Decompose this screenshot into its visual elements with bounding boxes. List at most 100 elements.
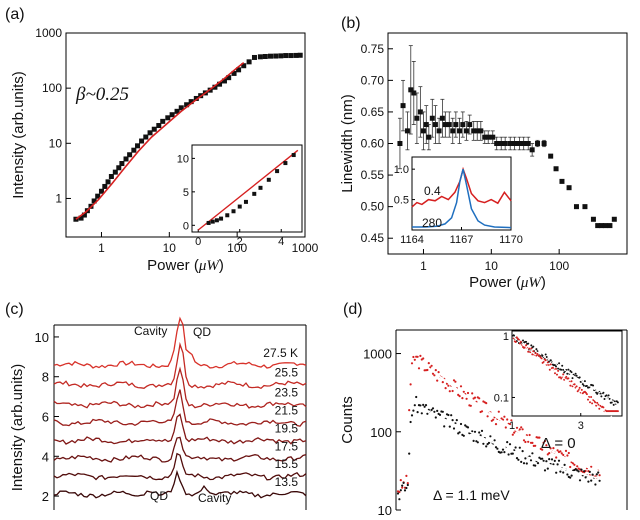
y-tick-label-b: 0.60: [361, 137, 385, 151]
data-point-a: [127, 152, 133, 158]
data-point-d: [573, 463, 576, 466]
data-point-d: [485, 402, 488, 405]
inset-data-point-d: [525, 344, 528, 347]
y-tick-label-c: 4: [42, 449, 49, 464]
inset-data-point-a: [210, 219, 215, 224]
inset-x-tick-label-b: 1164: [400, 234, 424, 246]
inset-data-point-a: [206, 220, 211, 225]
data-point-d: [430, 364, 433, 367]
data-point-b: [482, 134, 488, 140]
data-point-b: [521, 141, 527, 146]
data-point-d: [401, 486, 404, 489]
spectrum-trace-c: [53, 413, 307, 445]
data-point-b: [512, 141, 518, 146]
data-point-d: [409, 383, 412, 386]
inset-data-point-d: [549, 363, 552, 366]
data-point-b: [498, 141, 504, 146]
data-point-d: [465, 397, 468, 400]
data-point-d: [437, 371, 440, 374]
x-tick-label-b: 10: [485, 259, 499, 273]
data-point-d: [552, 447, 555, 450]
inset-data-point-d: [535, 354, 538, 357]
inset-data-point-d: [551, 366, 554, 369]
inset-data-point-d: [584, 391, 587, 394]
inset-data-point-d: [555, 367, 557, 370]
data-point-d: [559, 450, 562, 453]
data-point-d: [538, 436, 541, 439]
data-point-d: [480, 410, 484, 413]
data-point-b: [450, 128, 456, 134]
data-point-d: [517, 458, 520, 461]
data-point-b: [442, 122, 448, 128]
inset-data-point-d: [530, 344, 533, 347]
data-point-b: [417, 109, 423, 115]
spectrum-trace-c: [53, 469, 307, 499]
spectrum-trace-c: [53, 366, 307, 409]
data-point-d: [556, 463, 559, 466]
data-point-a: [105, 179, 111, 185]
fit-line-a: [75, 61, 245, 220]
data-point-d: [447, 413, 450, 417]
data-point-d: [413, 404, 416, 407]
data-point-a: [288, 53, 294, 59]
data-point-d: [521, 428, 524, 431]
data-point-d: [450, 414, 453, 417]
data-point-d: [520, 460, 523, 463]
inset-data-point-a: [291, 153, 296, 158]
inset-data-point-a: [225, 213, 230, 218]
inset-data-point-d: [585, 384, 588, 387]
data-point-d: [556, 449, 559, 452]
panel-label-d: (d): [343, 301, 363, 318]
data-point-d: [441, 410, 444, 413]
data-point-d: [459, 385, 463, 388]
inset-data-point-d: [602, 406, 605, 409]
data-point-d: [402, 481, 405, 484]
inset-fit-line-d: [513, 336, 618, 422]
data-point-b: [559, 178, 565, 184]
data-point-d: [431, 407, 435, 410]
data-point-d: [546, 467, 549, 470]
data-point-d: [557, 459, 561, 462]
data-point-d: [433, 374, 436, 377]
data-point-d: [567, 451, 570, 455]
inset-data-point-a: [214, 218, 219, 223]
data-point-a: [297, 52, 303, 58]
panel-label-c: (c): [5, 301, 24, 318]
data-point-d: [405, 486, 408, 490]
y-tick-label-c: 6: [42, 410, 49, 425]
inset-data-point-d: [565, 375, 568, 378]
data-point-b: [457, 128, 463, 134]
inset-data-point-d: [590, 396, 593, 398]
inset-data-point-d: [592, 384, 595, 387]
data-point-d: [507, 453, 510, 456]
data-point-d: [424, 404, 428, 407]
inset-data-point-d: [569, 384, 572, 387]
data-point-d: [534, 444, 537, 447]
inset-data-point-d: [570, 371, 573, 374]
inset-y-tick-label-d: 1: [503, 331, 509, 343]
data-point-b: [607, 223, 613, 229]
y-tick-label-b: 0.75: [361, 42, 385, 56]
inset-data-point-d: [545, 356, 548, 358]
data-point-b: [429, 115, 435, 121]
y-tick-label-c: 10: [35, 330, 49, 345]
data-point-a: [135, 143, 141, 149]
inset-series-label-b: 280: [422, 216, 442, 230]
data-point-b: [590, 216, 596, 222]
spectrum-trace-c: [53, 389, 307, 427]
data-point-d: [462, 390, 465, 393]
data-point-d: [419, 404, 422, 407]
data-point-d: [564, 449, 568, 452]
inset-data-point-d: [610, 401, 613, 404]
data-point-d: [422, 403, 425, 406]
data-point-d: [406, 482, 409, 485]
inset-data-point-d: [542, 360, 545, 363]
inset-data-point-d: [528, 347, 531, 350]
data-point-d: [521, 450, 524, 453]
data-point-a: [217, 81, 223, 87]
inset-data-point-d: [603, 398, 606, 400]
inset-data-point-d: [560, 377, 563, 380]
data-point-d: [480, 429, 484, 432]
inset-data-point-d: [616, 410, 619, 413]
inset-data-point-d: [571, 377, 574, 380]
